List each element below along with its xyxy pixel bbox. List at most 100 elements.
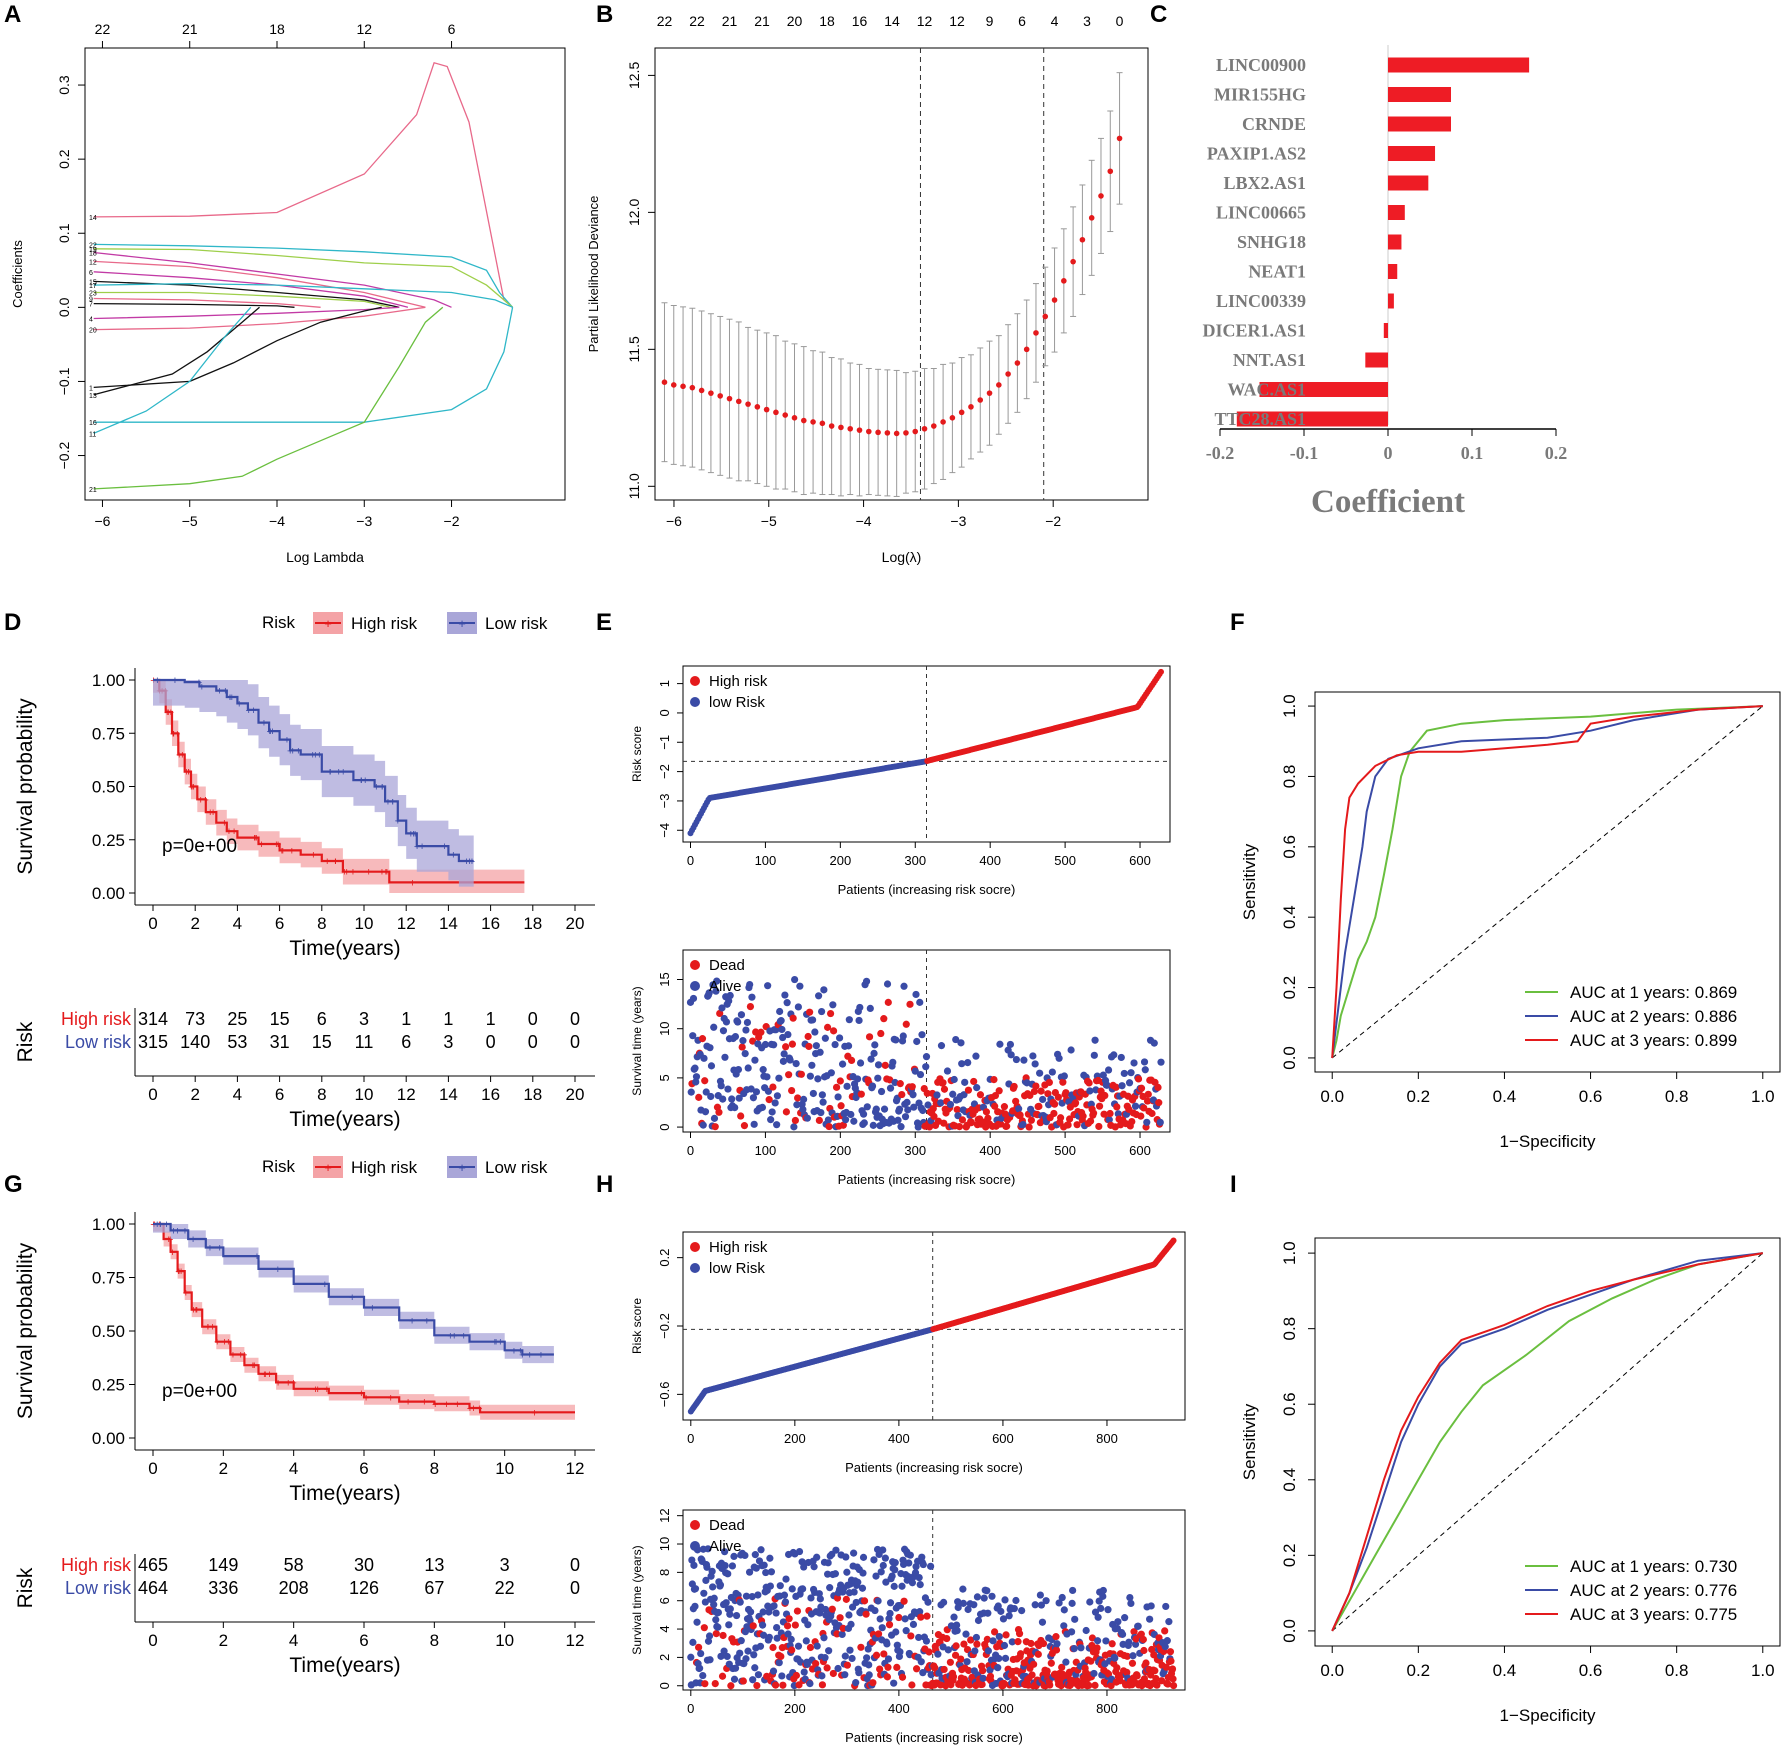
- dead-point: [1143, 1097, 1152, 1105]
- alive-point: [800, 1095, 808, 1103]
- table-x-tick-label: 8: [317, 1085, 326, 1104]
- legend-mark: +: [458, 616, 466, 631]
- censor-mark: +: [250, 705, 256, 717]
- deviance-point: [931, 423, 937, 429]
- alive-point: [855, 1016, 863, 1025]
- alive-point: [909, 1091, 917, 1099]
- alive-point: [852, 1679, 860, 1687]
- table-cell: 0: [486, 1032, 496, 1052]
- legend-mark: +: [458, 1160, 466, 1175]
- deviance-point: [958, 409, 965, 416]
- alive-point: [850, 1588, 858, 1596]
- alive-point: [731, 1104, 739, 1112]
- alive-point: [852, 1598, 860, 1607]
- x-tick-label: 400: [888, 1701, 910, 1716]
- coefficient-path: [93, 306, 444, 490]
- alive-point: [979, 1674, 987, 1682]
- x-tick-label: 600: [1129, 853, 1151, 868]
- diagonal-reference: [1331, 1252, 1764, 1632]
- alive-point: [953, 1626, 961, 1635]
- alive-point: [940, 1598, 948, 1606]
- dead-point: [973, 1640, 981, 1648]
- coefficient-bar: [1388, 146, 1436, 161]
- coefficient-bar: [1388, 175, 1429, 191]
- censor-mark: +: [185, 767, 191, 779]
- table-cell: 1: [443, 1009, 453, 1029]
- alive-point: [724, 1085, 732, 1093]
- y-tick-label: −0.6: [657, 1382, 672, 1408]
- x-tick-label: 0: [687, 1431, 694, 1446]
- alive-point: [784, 1630, 792, 1638]
- censor-mark: +: [373, 782, 379, 794]
- dead-point: [788, 1646, 796, 1654]
- alive-point: [883, 1640, 891, 1648]
- censor-mark: +: [527, 1350, 533, 1362]
- censor-mark: +: [207, 1243, 213, 1255]
- dead-point: [895, 1613, 903, 1622]
- censor-mark: +: [166, 1234, 172, 1246]
- legend-label: AUC at 3 years: 0.899: [1570, 1031, 1737, 1050]
- confidence-band: [153, 1224, 554, 1364]
- table-cell: 208: [279, 1578, 309, 1598]
- legend-label: Alive: [709, 1538, 742, 1555]
- deviance-point: [875, 429, 881, 436]
- alive-point: [888, 1572, 896, 1580]
- deviance-point: [763, 406, 770, 413]
- alive-point: [776, 1582, 784, 1590]
- alive-point: [778, 1025, 786, 1034]
- dead-point: [880, 1015, 888, 1023]
- dead-point: [976, 1091, 985, 1099]
- alive-point: [856, 1003, 864, 1012]
- alive-point: [818, 1091, 826, 1099]
- alive-point: [1165, 1618, 1173, 1626]
- table-x-tick-label: 0: [148, 1085, 157, 1104]
- alive-point: [702, 1576, 710, 1584]
- dead-point: [1107, 1681, 1115, 1690]
- censor-mark: +: [230, 1350, 236, 1362]
- censor-mark: +: [188, 782, 194, 794]
- legend-label: low Risk: [709, 1260, 765, 1277]
- dead-point: [925, 1123, 934, 1131]
- alive-point: [838, 1060, 847, 1068]
- alive-point: [1156, 1118, 1164, 1126]
- x-tick-label: 200: [829, 853, 851, 868]
- censor-mark: +: [324, 1384, 330, 1396]
- censor-mark: +: [492, 1337, 498, 1349]
- dead-point: [836, 1077, 844, 1085]
- alive-point: [767, 1116, 775, 1124]
- censor-mark: +: [251, 833, 257, 845]
- gene-label: WAC.AS1: [1227, 380, 1306, 400]
- alive-point: [1163, 1637, 1171, 1645]
- dead-point: [782, 1108, 790, 1116]
- alive-point: [1039, 1095, 1047, 1104]
- dead-point: [785, 1615, 793, 1623]
- table-cell: 22: [495, 1578, 515, 1598]
- censor-mark: +: [222, 686, 228, 698]
- dead-point: [1039, 1639, 1048, 1648]
- censor-mark: +: [322, 1279, 328, 1291]
- panel-label-h: H: [596, 1171, 613, 1198]
- alive-point: [717, 1652, 725, 1660]
- alive-point: [1060, 1606, 1068, 1614]
- dead-point: [917, 1613, 925, 1621]
- alive-point: [859, 1110, 868, 1118]
- alive-point: [793, 1101, 801, 1109]
- censor-mark: +: [178, 1266, 184, 1278]
- gene-label: NNT.AS1: [1233, 350, 1306, 370]
- alive-point: [902, 1627, 910, 1635]
- y-tick-label: 1.00: [92, 1215, 125, 1234]
- alive-point: [860, 1119, 868, 1127]
- alive-point: [794, 1642, 803, 1650]
- censor-mark: +: [258, 839, 264, 851]
- dead-point: [865, 1033, 874, 1041]
- dead-point: [753, 1681, 761, 1690]
- censor-mark: +: [365, 867, 371, 879]
- gene-label: MIR155HG: [1214, 85, 1306, 105]
- dead-point: [979, 1667, 987, 1675]
- dead-point: [1101, 1091, 1109, 1100]
- dead-point: [832, 1083, 841, 1091]
- alive-point: [1000, 1641, 1009, 1650]
- dead-point: [700, 1624, 708, 1632]
- alive-point: [808, 1061, 816, 1069]
- dead-point: [1027, 1639, 1035, 1648]
